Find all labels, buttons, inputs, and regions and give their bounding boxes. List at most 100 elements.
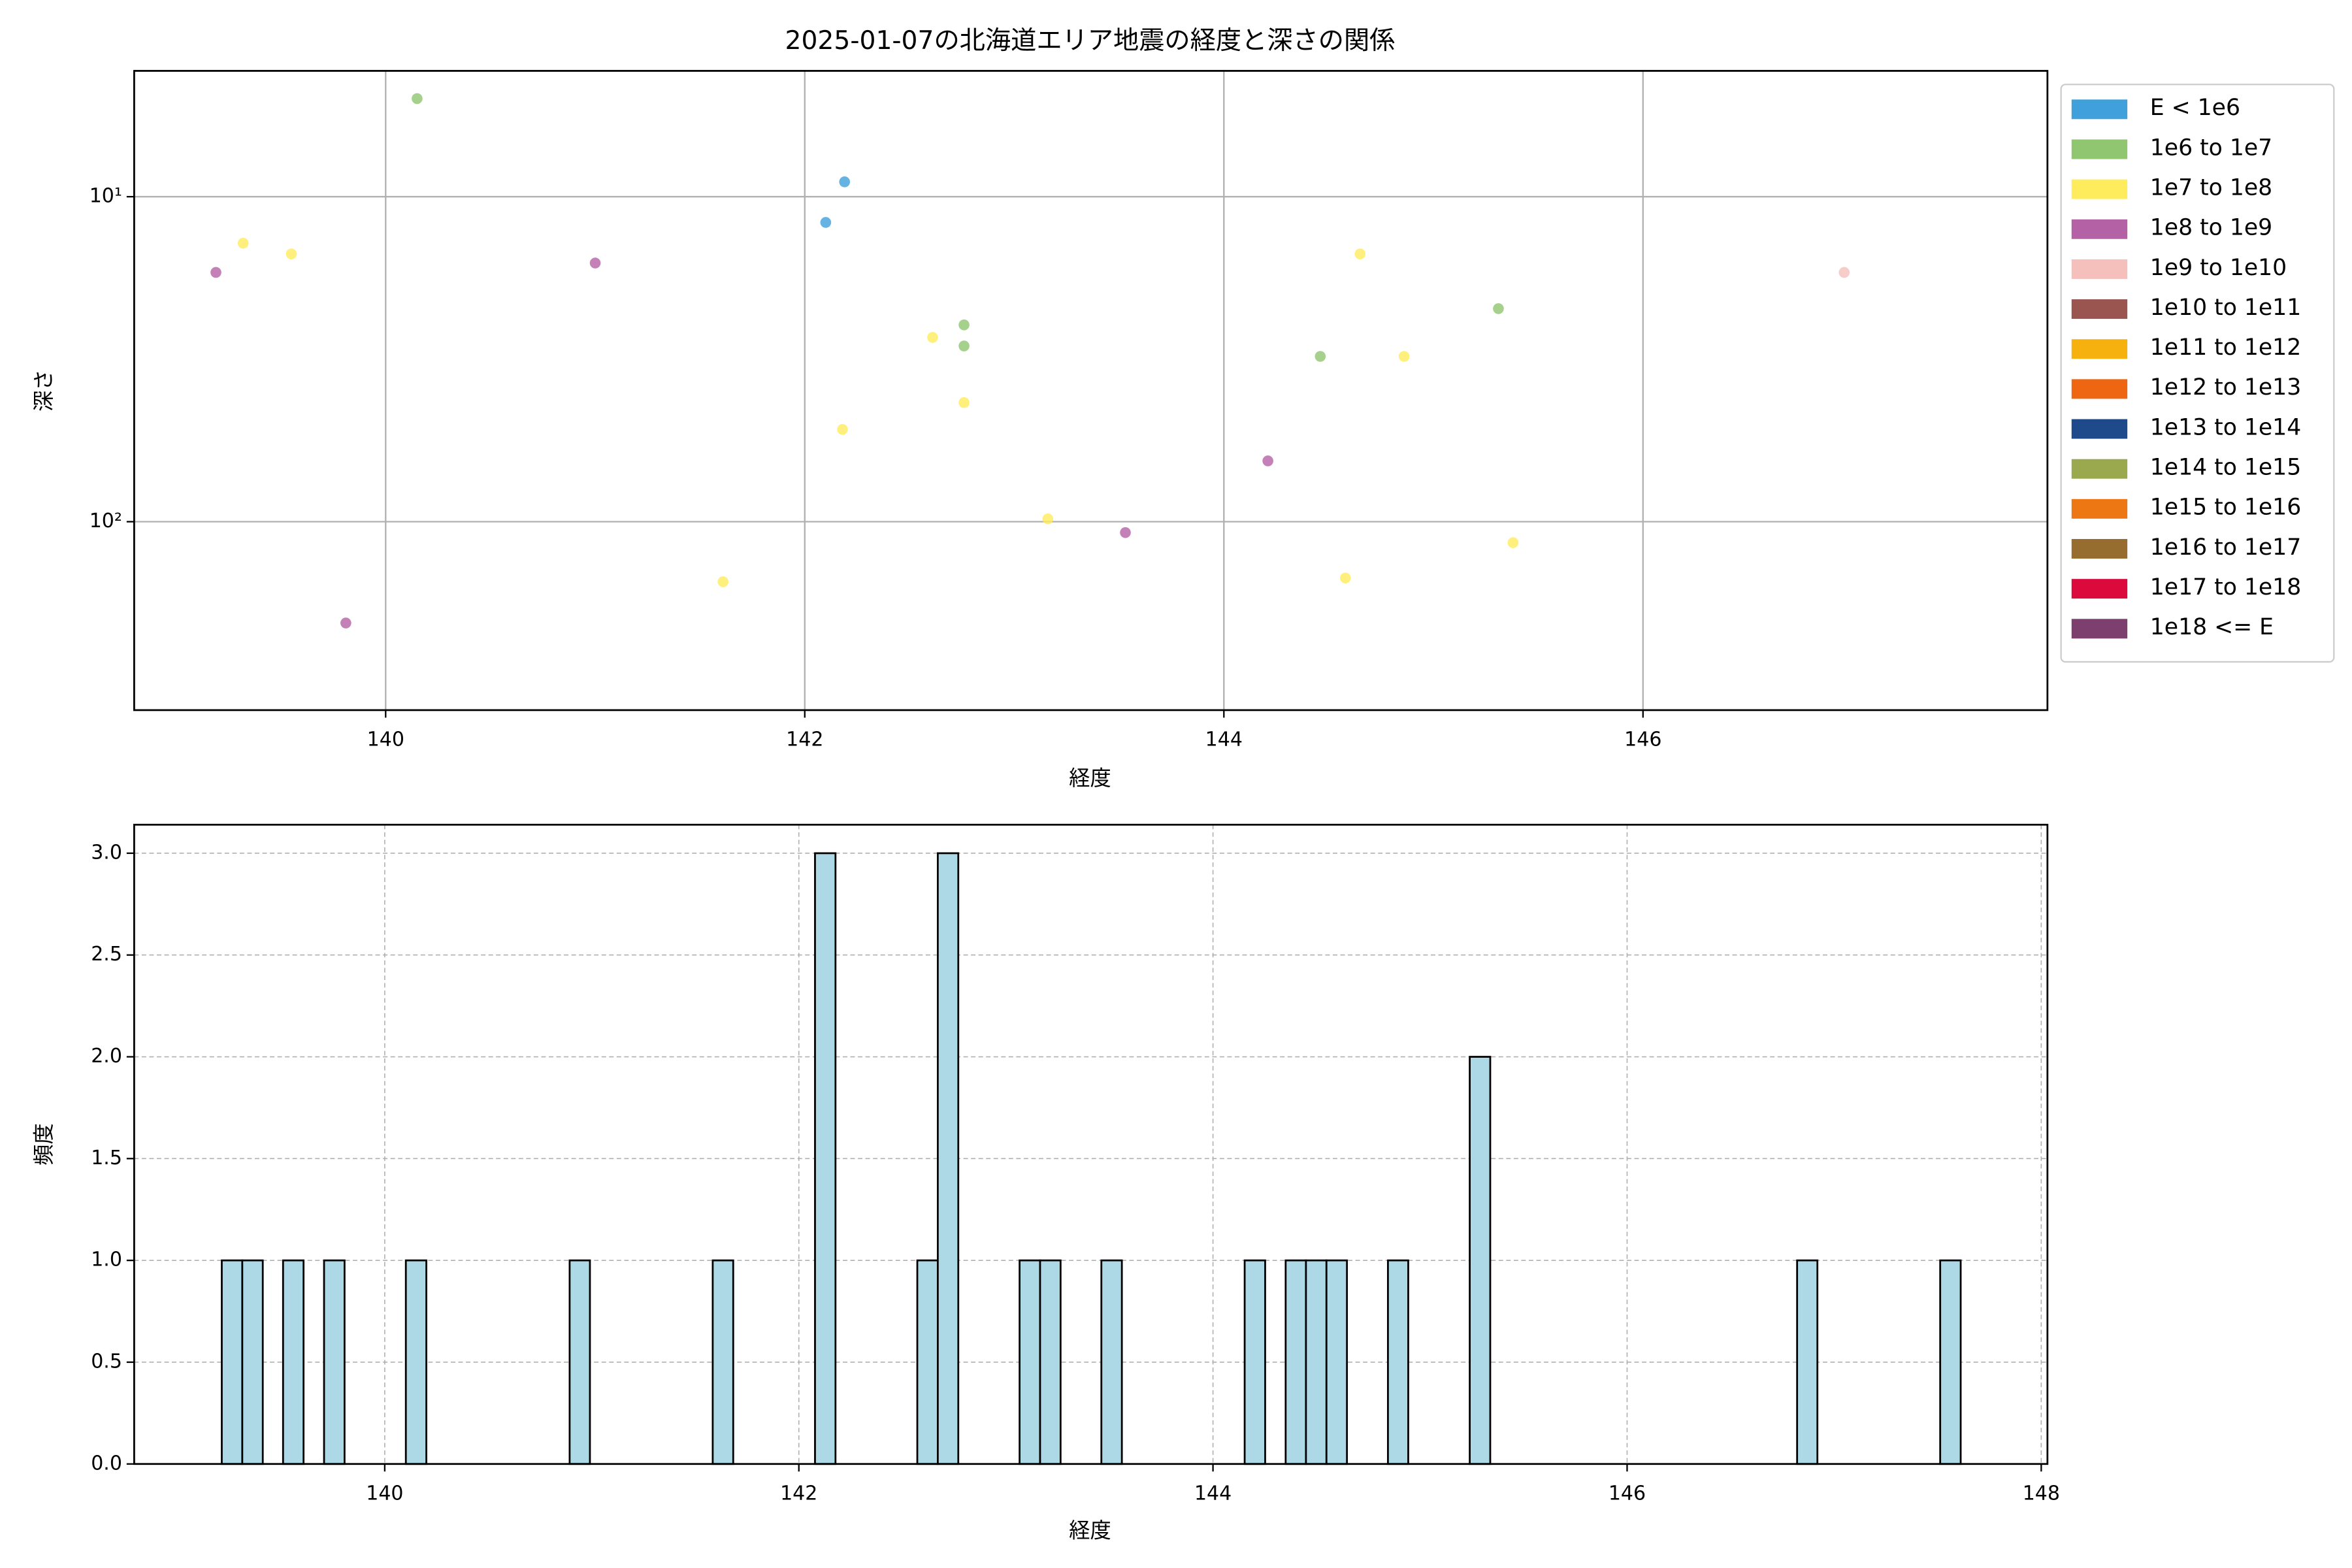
legend-label: 1e14 to 1e15 — [2150, 455, 2301, 481]
scatter-point — [210, 267, 221, 278]
x-tick-label: 144 — [1205, 728, 1243, 751]
x-tick-label: 146 — [1609, 1482, 1646, 1505]
legend-swatch — [2071, 579, 2128, 599]
y-tick-label: 2.0 — [91, 1045, 122, 1068]
histogram-bar — [1039, 1259, 1062, 1465]
legend-swatch — [2071, 99, 2128, 120]
legend-label: 1e15 to 1e16 — [2150, 495, 2301, 521]
legend-label: 1e8 to 1e9 — [2150, 215, 2272, 241]
y-tick-label: 10² — [90, 510, 122, 532]
x-tick-label: 140 — [366, 1482, 403, 1505]
scatter-point — [1042, 513, 1054, 525]
scatter-point — [340, 617, 351, 629]
scatter-point — [1120, 527, 1131, 538]
histogram-bar — [937, 852, 960, 1465]
y-tick-label: 3.0 — [91, 841, 122, 864]
x-tick-label: 140 — [367, 728, 404, 751]
y-tick-label: 2.5 — [91, 943, 122, 966]
histogram-bar — [282, 1259, 305, 1465]
legend-label: 1e7 to 1e8 — [2150, 174, 2272, 201]
legend-swatch — [2071, 379, 2128, 399]
histogram-bar — [1284, 1259, 1307, 1465]
y-axis-label: 深さ — [31, 369, 56, 412]
scatter-point — [1354, 248, 1366, 259]
y-tick-label: 1.5 — [91, 1147, 122, 1169]
scatter-point — [1315, 351, 1326, 362]
legend-swatch — [2071, 299, 2128, 319]
scatter-point — [1262, 455, 1273, 466]
scatter-point — [1507, 537, 1519, 548]
legend-swatch — [2071, 179, 2128, 199]
legend-label: E < 1e6 — [2150, 95, 2240, 121]
legend-swatch — [2071, 459, 2128, 479]
scatter-point — [1838, 267, 1850, 278]
histogram-bar — [1939, 1259, 1962, 1465]
scatter-point — [958, 319, 970, 331]
histogram-bar — [1796, 1259, 1819, 1465]
scatter-point — [927, 332, 938, 343]
legend-label: 1e12 to 1e13 — [2150, 374, 2301, 400]
legend-label: 1e16 to 1e17 — [2150, 534, 2301, 561]
legend-label: 1e9 to 1e10 — [2150, 255, 2287, 281]
x-tick-label: 146 — [1624, 728, 1661, 751]
legend-label: 1e18 <= E — [2150, 614, 2274, 640]
legend-swatch — [2071, 219, 2128, 239]
scatter-point — [837, 423, 848, 435]
histogram-bar — [1325, 1259, 1348, 1465]
y-tick-label: 1.0 — [91, 1249, 122, 1271]
histogram-bar — [404, 1259, 427, 1465]
x-tick-label: 142 — [786, 728, 823, 751]
histogram-bar — [1387, 1259, 1409, 1465]
scatter-point — [839, 176, 851, 188]
histogram-bar — [916, 1259, 939, 1465]
legend-box — [2060, 84, 2335, 663]
scatter-point — [820, 217, 832, 228]
histogram-bar — [1469, 1056, 1492, 1465]
y-axis-label: 頻度 — [31, 1123, 56, 1166]
legend-label: 1e6 to 1e7 — [2150, 135, 2272, 161]
legend-label: 1e11 to 1e12 — [2150, 335, 2301, 361]
legend-swatch — [2071, 139, 2128, 159]
x-axis-label: 経度 — [1069, 766, 1111, 791]
chart-title: 2025-01-07の北海道エリア地震の経度と深さの関係 — [785, 26, 1396, 56]
histogram-bar — [323, 1259, 346, 1465]
scatter-point — [958, 397, 970, 408]
legend-swatch — [2071, 619, 2128, 639]
legend-swatch — [2071, 498, 2128, 519]
scatter-point — [412, 93, 423, 105]
histogram-bar — [1305, 1259, 1328, 1465]
scatter-point — [237, 237, 249, 249]
legend-label: 1e17 to 1e18 — [2150, 574, 2301, 600]
x-tick-label: 148 — [2023, 1482, 2060, 1505]
histogram-bar — [1100, 1259, 1123, 1465]
scatter-point — [717, 576, 729, 587]
histogram-bar — [568, 1259, 591, 1465]
legend-label: 1e13 to 1e14 — [2150, 414, 2301, 440]
histogram-bar — [814, 852, 837, 1465]
scatter-point — [1493, 303, 1504, 314]
legend-label: 1e10 to 1e11 — [2150, 295, 2301, 321]
histogram-bar — [1019, 1259, 1041, 1465]
x-tick-label: 142 — [780, 1482, 817, 1505]
legend-swatch — [2071, 419, 2128, 439]
scatter-point — [1398, 351, 1410, 362]
histogram-bar — [1243, 1259, 1266, 1465]
scatter-point — [1340, 572, 1351, 583]
legend-swatch — [2071, 259, 2128, 279]
histogram-bar — [221, 1259, 244, 1465]
histogram-bar — [711, 1259, 734, 1465]
histogram-bar — [241, 1259, 264, 1465]
plot-frame — [133, 823, 2049, 1465]
x-tick-label: 144 — [1194, 1482, 1232, 1505]
scatter-point — [958, 340, 970, 351]
y-tick-label: 10¹ — [90, 185, 122, 208]
y-tick-label: 0.5 — [91, 1350, 122, 1373]
x-axis-label: 経度 — [1069, 1518, 1111, 1543]
scatter-point — [286, 248, 297, 259]
plot-frame — [133, 70, 2049, 711]
legend-swatch — [2071, 339, 2128, 359]
scatter-point — [589, 257, 601, 269]
